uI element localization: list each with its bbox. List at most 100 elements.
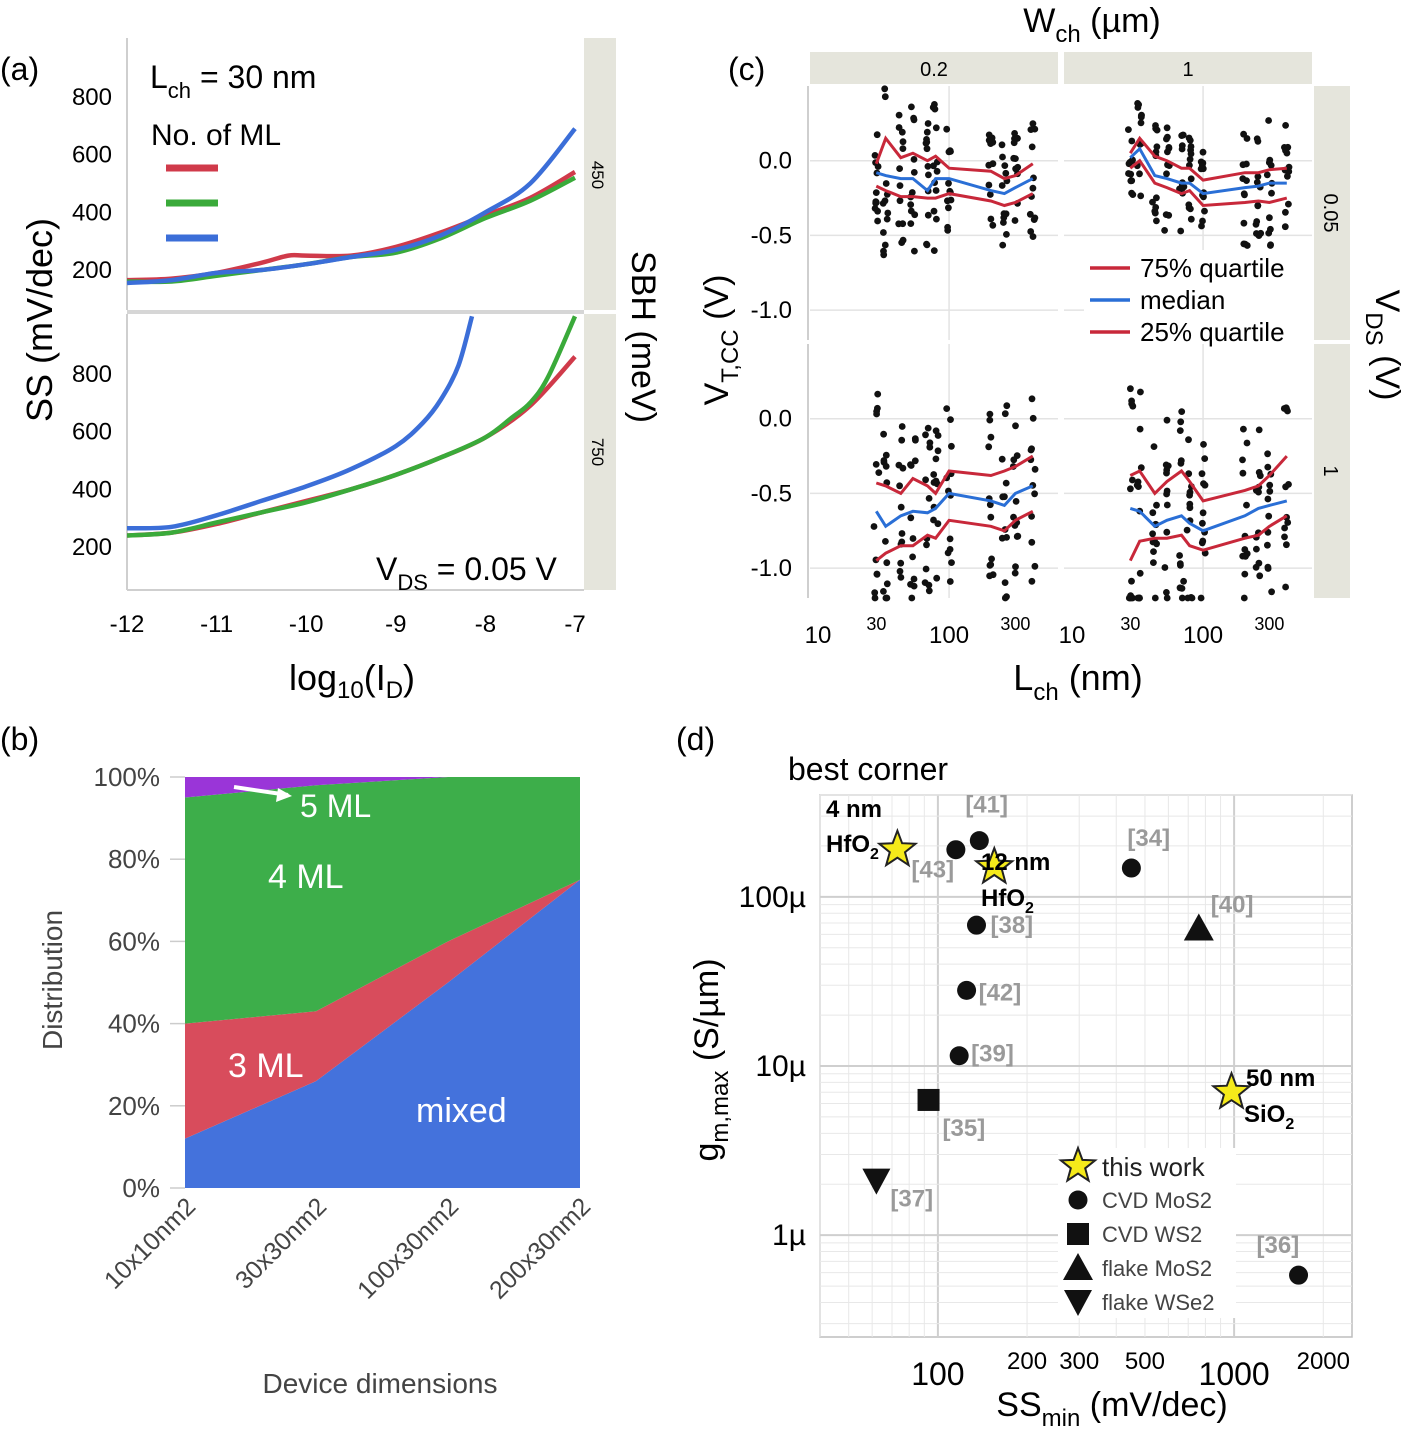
- panel-c-data-point: [1199, 148, 1207, 156]
- panel-c-data-point: [1028, 538, 1036, 546]
- panel-c-q75-line: [875, 454, 1034, 496]
- panel-c-data-point: [1029, 233, 1037, 241]
- panel-b-label-three-ml: 3 ML: [228, 1047, 304, 1085]
- panel-d-legend-label: CVD WS2: [1102, 1222, 1202, 1247]
- panel-c-xtick-minor: 30: [866, 614, 886, 634]
- panel-c-data-point: [987, 561, 995, 568]
- panel-a-lch-annotation: Lch = 30 nm: [150, 59, 316, 103]
- panel-b-xtick-label: 10x10nm2: [99, 1192, 201, 1294]
- panel-c-data-point: [1284, 519, 1292, 526]
- panel-a-xtick-label: -11: [200, 611, 233, 638]
- panel-c-data-point: [880, 247, 887, 255]
- panel-d-ref-label: [39]: [971, 1041, 1014, 1068]
- panel-c-data-point: [1163, 487, 1171, 495]
- panel-d-xtick-label: 200: [1007, 1348, 1047, 1375]
- panel-c-data-point: [881, 241, 889, 249]
- panel-a-strip-bottom: [584, 314, 616, 590]
- panel-c-data-point: [898, 436, 906, 444]
- panel-c-data-point: [985, 136, 993, 144]
- panel-c-data-point: [925, 495, 933, 502]
- panel-b-ylabel: Distribution: [37, 910, 68, 1050]
- panel-c-row-strip-label: 0.05: [1319, 194, 1341, 233]
- panel-c-data-point: [985, 181, 993, 189]
- panel-c-data-point: [1003, 231, 1010, 238]
- panel-c-data-point: [873, 570, 881, 578]
- panel-c-data-point: [1153, 217, 1160, 225]
- panel-c-data-point: [1187, 143, 1195, 150]
- panel-c-data-point: [1264, 463, 1272, 471]
- panel-c-data-point: [1266, 214, 1273, 222]
- panel-c-data-point: [999, 493, 1007, 501]
- panel-label-a: (a): [0, 51, 39, 87]
- panel-c-data-point: [882, 594, 890, 602]
- panel-c-data-point: [932, 187, 940, 194]
- panel-d-point-square: [917, 1088, 940, 1111]
- panel-c-data-point: [922, 431, 929, 439]
- panel-c-data-point: [934, 520, 942, 528]
- panel-c-data-point: [946, 578, 954, 585]
- panel-c-q25-line: [1129, 158, 1288, 208]
- panel-d-legend-label: flake MoS2: [1102, 1256, 1212, 1281]
- panel-c-data-point: [910, 156, 918, 163]
- panel-c-data-point: [1285, 200, 1292, 208]
- panel-c-data-point: [948, 442, 955, 450]
- panel-c-xtick-major: 100: [1183, 622, 1223, 649]
- panel-c-xlabel: Lch (nm): [1013, 657, 1142, 706]
- panel-c-data-point: [907, 461, 914, 468]
- panel-c-data-point: [896, 567, 904, 575]
- panel-c-data-point: [1184, 594, 1192, 602]
- panel-c-data-point: [985, 131, 993, 139]
- panel-c-legend-label: 75% quartile: [1140, 253, 1285, 283]
- panel-c-data-point: [933, 215, 940, 223]
- panel-d-ylabel: gm,max (S/µm): [688, 958, 734, 1161]
- panel-c-data-point: [1026, 210, 1034, 218]
- panel-c-data-point: [985, 443, 993, 451]
- panel-d-legend-marker-square: [1067, 1223, 1089, 1245]
- panel-c-data-point: [1028, 395, 1036, 403]
- panel-c-data-point: [1264, 450, 1271, 458]
- panel-c-data-point: [1011, 569, 1019, 577]
- panel-c-col-strip: [810, 52, 1058, 84]
- panel-c-data-point: [1153, 143, 1161, 151]
- panel-c-data-point: [875, 469, 883, 476]
- panel-c-data-point: [1201, 207, 1208, 215]
- panel-c-data-point: [923, 138, 931, 146]
- panel-c-data-point: [1242, 553, 1249, 560]
- panel-c-data-point: [1133, 481, 1141, 489]
- panel-c-data-point: [1284, 172, 1291, 180]
- panel-c-data-point: [1028, 445, 1035, 453]
- panel-c-data-point: [1264, 563, 1272, 571]
- panel-c-data-point: [1281, 533, 1288, 541]
- panel-c-data-point: [1012, 563, 1019, 571]
- panel-c-data-point: [998, 182, 1006, 189]
- panel-c-data-point: [923, 241, 931, 249]
- panel-c-data-point: [884, 209, 892, 217]
- panel-c-data-point: [925, 581, 933, 589]
- panel-c-xtick-minor: 300: [1254, 614, 1284, 634]
- panel-c-data-point: [1150, 443, 1158, 450]
- panel-c-data-point: [1002, 169, 1010, 177]
- panel-c-data-point: [986, 416, 994, 424]
- panel-c-data-point: [1151, 594, 1159, 602]
- panel-c-data-point: [1263, 171, 1271, 179]
- panel-c-data-point: [1282, 122, 1289, 129]
- panel-c-data-point: [1149, 509, 1157, 517]
- panel-b-ytick-label: 0%: [122, 1173, 160, 1203]
- panel-c-data-point: [1240, 594, 1248, 602]
- panel-c-data-point: [871, 589, 879, 597]
- panel-c-data-point: [1199, 537, 1207, 545]
- panel-c-data-point: [1128, 137, 1136, 145]
- panel-c-data-point: [880, 457, 888, 464]
- panel-c-data-point: [1137, 388, 1144, 396]
- panel-c-data-point: [1186, 504, 1194, 512]
- panel-c-data-point: [1284, 143, 1292, 151]
- panel-d-star2-oxide: HfO2: [981, 885, 1034, 917]
- panel-c-data-point: [907, 581, 914, 588]
- panel-c-data-point: [871, 594, 879, 602]
- panel-c-data-point: [1163, 501, 1171, 509]
- panel-c-data-point: [1000, 219, 1007, 226]
- panel-c-data-point: [1125, 170, 1132, 177]
- panel-b-ytick-label: 60%: [108, 926, 160, 956]
- panel-c-data-point: [985, 161, 993, 169]
- panel-d-ref-label: [43]: [911, 857, 954, 884]
